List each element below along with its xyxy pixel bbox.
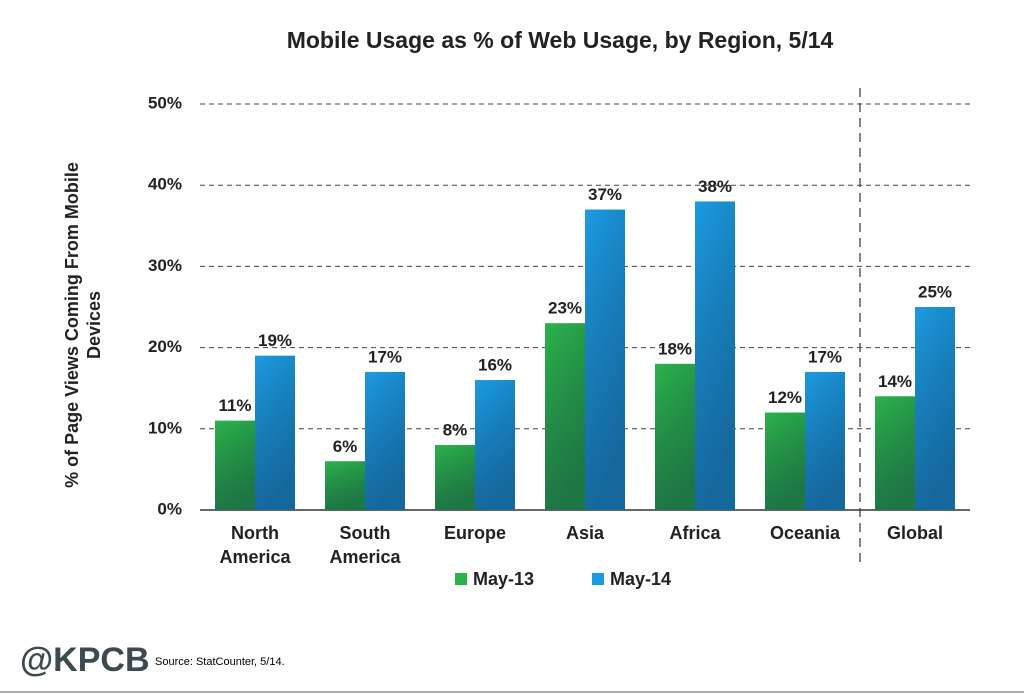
value-label: 19% [258,331,292,350]
bar-shade [545,323,585,510]
y-tick-label: 0% [157,499,182,518]
bar-shade [585,209,625,510]
bar-shade [365,371,405,510]
y-tick-label: 10% [148,418,182,437]
logo: @KPCB [20,641,150,679]
bar-shade [475,380,515,510]
value-label: 18% [658,339,692,358]
chart-title: Mobile Usage as % of Web Usage, by Regio… [287,27,834,53]
value-label: 11% [218,396,251,415]
x-tick-label: Africa [669,523,721,543]
value-label: 12% [768,388,802,407]
value-label: 37% [588,185,622,204]
y-tick-label: 20% [148,337,182,356]
value-label: 16% [478,356,512,375]
bar-shade [655,363,695,510]
bar-shade [875,396,915,510]
value-label: 14% [878,372,912,391]
bar-shade [325,461,365,510]
bar-shade [915,307,955,510]
bar-shade [805,371,845,510]
y-tick-label: 30% [148,256,182,275]
value-label: 6% [333,437,358,456]
y-axis-label: % of Page Views Coming From Mobile Device… [62,162,104,488]
legend-swatch [455,573,467,585]
value-label: 17% [368,347,402,366]
value-label: 8% [443,421,468,440]
bar-shade [435,445,475,510]
value-label: 23% [548,299,582,318]
bar-shade [255,355,295,510]
value-label: 25% [918,282,952,301]
x-tick-label: Global [887,523,943,543]
x-tick-label: North America [219,523,291,567]
bar-shade [765,412,805,510]
source-note: Source: StatCounter, 5/14. [155,656,285,668]
legend-swatch [592,573,604,585]
value-label: 17% [808,347,842,366]
x-tick-label: Asia [566,523,605,543]
x-tick-label: Oceania [770,523,841,543]
bar-shade [695,201,735,510]
x-tick-label: Europe [444,523,506,543]
y-tick-label: 50% [148,93,182,112]
y-tick-label: 40% [148,175,182,194]
legend-label: May-14 [610,569,671,589]
value-label: 38% [698,177,732,196]
x-tick-label: South America [329,523,401,567]
legend-label: May-13 [473,569,534,589]
bar-shade [215,420,255,510]
